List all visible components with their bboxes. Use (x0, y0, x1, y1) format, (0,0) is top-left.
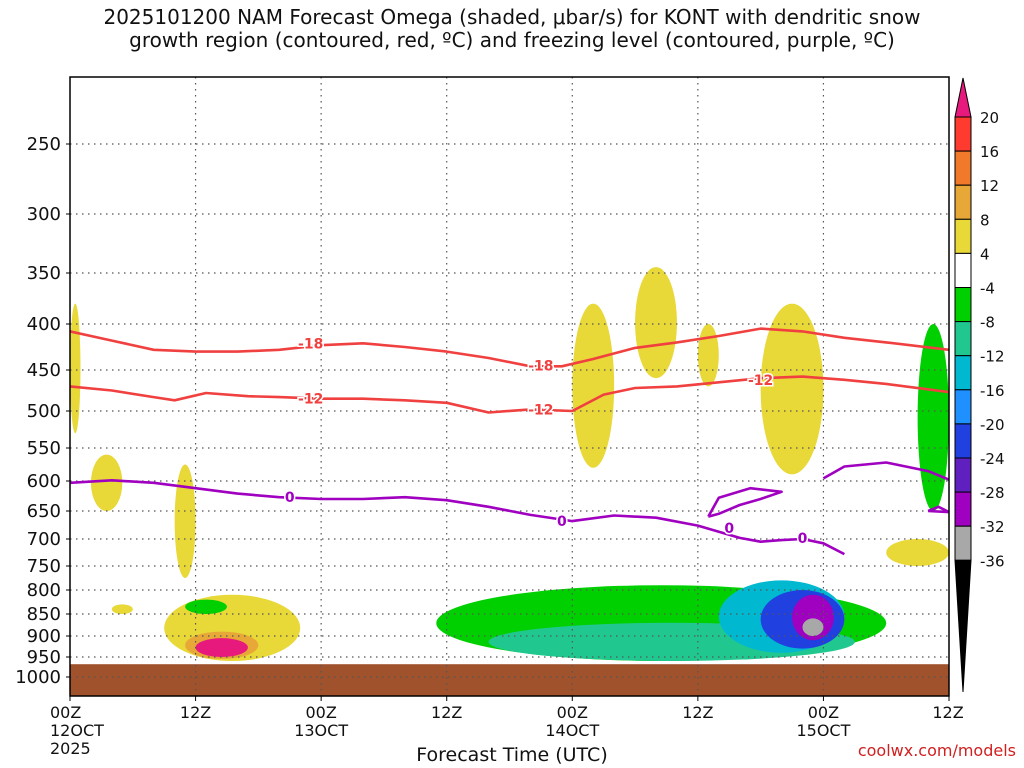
watermark: coolwx.com/models (857, 741, 1016, 760)
y-tick-label: 600 (27, 471, 61, 492)
colorbar-label: -32 (980, 518, 1005, 536)
x-tick-label: 12Z (180, 703, 211, 722)
x-tick-label: 00Z (305, 703, 336, 722)
x-tick-label: 12Z (932, 703, 963, 722)
y-tick-label: 950 (27, 647, 61, 668)
colorbar-swatch (954, 218, 972, 254)
colorbar-swatch (954, 355, 972, 391)
y-tick-label: 700 (27, 529, 61, 550)
colorbar-label: -20 (980, 416, 1005, 434)
contour-label: -18 (298, 336, 323, 352)
omega-region (90, 454, 123, 511)
contour-label: 0 (724, 521, 734, 537)
omega-region (635, 267, 677, 379)
contour-label: -12 (298, 392, 323, 408)
y-tick-label: 1000 (15, 667, 61, 688)
omega-region (195, 638, 248, 657)
colorbar-label: -28 (980, 484, 1005, 502)
y-tick-label: 800 (27, 580, 61, 601)
y-tick-label: 500 (27, 401, 61, 422)
colorbar-label: 12 (980, 177, 999, 195)
contour-label: 0 (285, 490, 295, 506)
x-tick-label: 12Z (682, 703, 713, 722)
y-tick-label: 550 (27, 438, 61, 459)
omega-region (886, 539, 949, 566)
x-tick-label: 14OCT (545, 721, 599, 740)
y-tick-label: 300 (27, 204, 61, 225)
plot-frame (69, 76, 950, 697)
contour-label: 0 (557, 514, 567, 530)
x-tick-label: 12Z (431, 703, 462, 722)
omega-region (697, 324, 719, 387)
omega-region (917, 324, 949, 511)
colorbar-label: 8 (980, 211, 990, 229)
colorbar-swatch (954, 321, 972, 357)
colorbar-swatch (954, 184, 972, 220)
omega-region (802, 618, 824, 636)
title-line-1: 2025101200 NAM Forecast Omega (shaded, μ… (103, 5, 921, 29)
contour-line (70, 375, 949, 414)
colorbar-label: 16 (980, 143, 999, 161)
x-tick-label: 12OCT (50, 721, 104, 740)
omega-region (174, 464, 196, 578)
colorbar-swatch (954, 150, 972, 186)
colorbar-label: -4 (980, 280, 995, 298)
y-tick-label: 850 (27, 604, 61, 625)
contour-label: -18 (528, 358, 553, 374)
y-tick-label: 450 (27, 360, 61, 381)
colorbar-swatch (954, 252, 972, 288)
colorbar-swatch (954, 287, 972, 323)
y-tick-label: 250 (27, 134, 61, 155)
omega-region (185, 599, 227, 614)
y-tick-label: 650 (27, 501, 61, 522)
title-line-2: growth region (contoured, red, ºC) and f… (129, 28, 895, 52)
y-tick-label: 900 (27, 626, 61, 647)
colorbar-label: -12 (980, 348, 1005, 366)
colorbar-top-arrow (954, 77, 972, 118)
contour-line (927, 505, 949, 514)
y-tick-label: 350 (27, 263, 61, 284)
ground-surface (70, 664, 949, 696)
colorbar-swatch (954, 423, 972, 459)
colorbar-label: -16 (980, 382, 1005, 400)
colorbar-label: -24 (980, 450, 1005, 468)
chart-title: 2025101200 NAM Forecast Omega (shaded, μ… (0, 6, 1024, 52)
x-tick-label: 2025 (50, 739, 91, 758)
contour-label: -12 (748, 373, 773, 389)
omega-region (70, 303, 81, 434)
colorbar-bottom-arrow (954, 559, 972, 693)
contour-line (822, 461, 949, 481)
colorbar-label: -36 (980, 552, 1005, 570)
colorbar-label: 20 (980, 109, 999, 127)
y-tick-label: 400 (27, 314, 61, 335)
x-tick-label: 00Z (557, 703, 588, 722)
contour-label: 0 (798, 531, 808, 547)
x-tick-label: 13OCT (294, 721, 348, 740)
colorbar-swatch (954, 116, 972, 152)
contour-line (70, 479, 845, 556)
colorbar-swatch (954, 457, 972, 493)
colorbar-swatch (954, 389, 972, 425)
omega-region (760, 303, 824, 475)
x-axis-title: Forecast Time (UTC) (416, 744, 608, 766)
colorbar-swatch (954, 491, 972, 527)
contour-line (707, 486, 783, 518)
colorbar-label: -8 (980, 314, 995, 332)
colorbar-label: 4 (980, 245, 990, 263)
colorbar-swatch (954, 525, 972, 561)
contour-line (70, 327, 949, 368)
x-tick-label: 00Z (50, 703, 81, 722)
x-tick-label: 15OCT (796, 721, 850, 740)
y-tick-label: 750 (27, 556, 61, 577)
omega-region (572, 303, 615, 468)
omega-region (111, 604, 133, 614)
x-tick-label: 00Z (808, 703, 839, 722)
contour-label: -12 (528, 402, 553, 418)
